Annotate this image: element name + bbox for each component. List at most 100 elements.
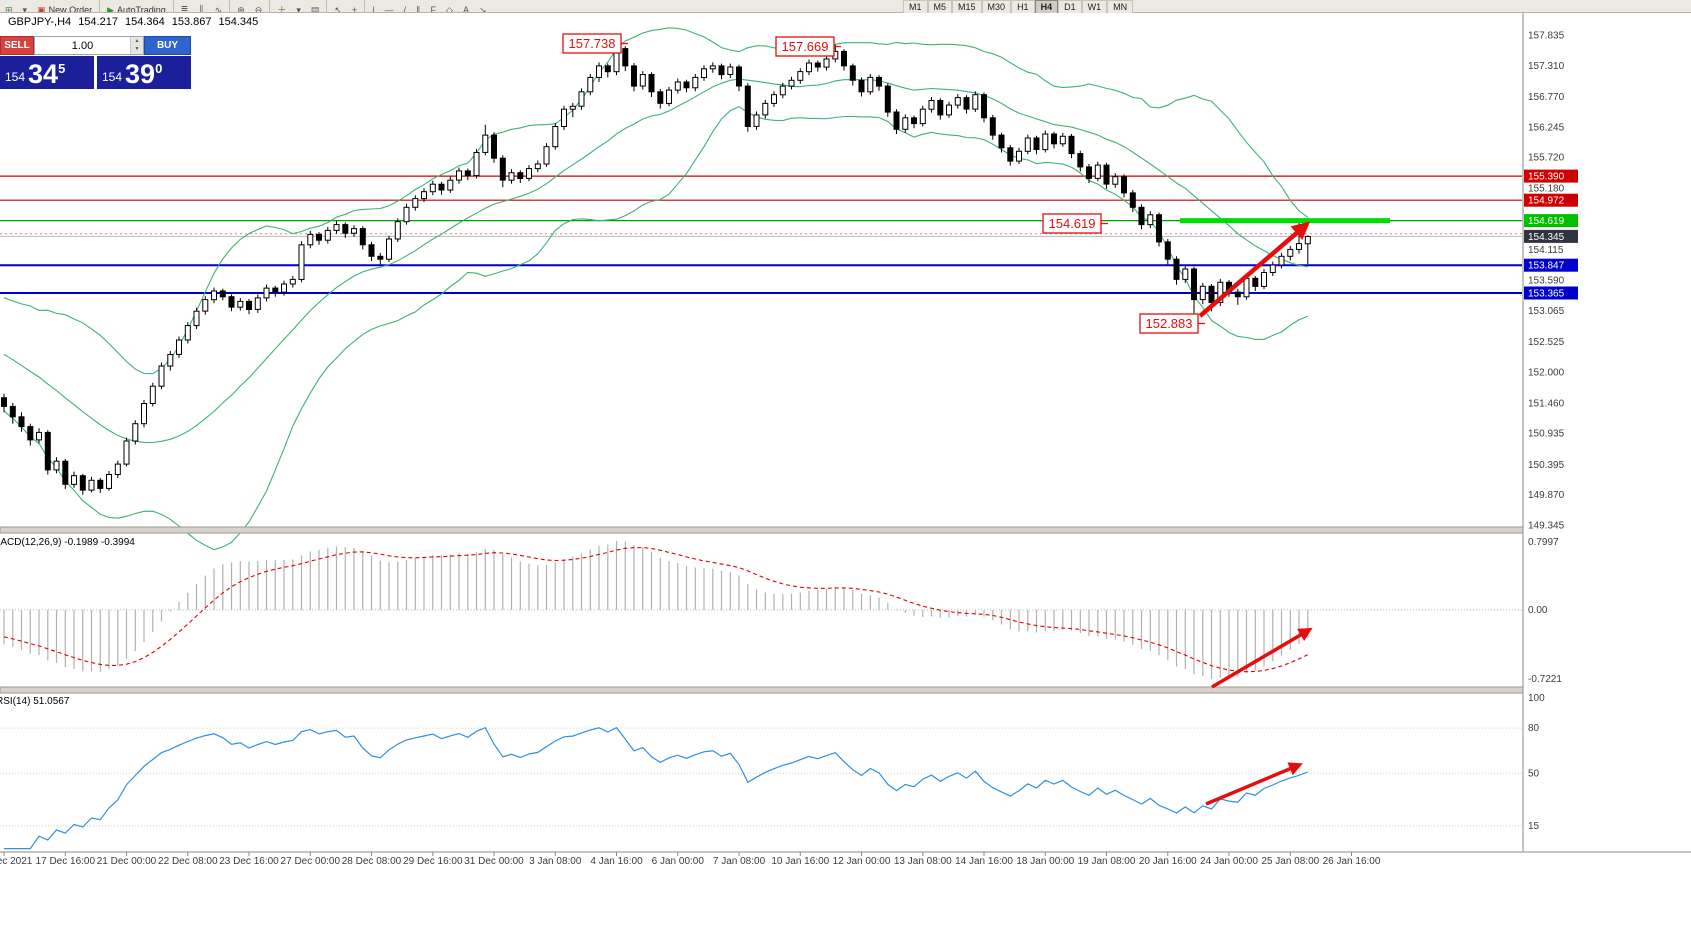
- toolbar-equidistant-channel-icon[interactable]: ∥: [411, 0, 426, 12]
- svg-text:157.310: 157.310: [1528, 61, 1565, 72]
- svg-text:152.883: 152.883: [1146, 316, 1193, 331]
- svg-text:157.669: 157.669: [782, 39, 829, 54]
- timeframe-mn-button[interactable]: MN: [1107, 0, 1134, 13]
- svg-text:6 Jan 00:00: 6 Jan 00:00: [652, 856, 705, 867]
- trend-arrow[interactable]: [1211, 627, 1313, 689]
- volume-up-button[interactable]: ▲: [131, 37, 143, 46]
- svg-text:4 Jan 16:00: 4 Jan 16:00: [590, 856, 643, 867]
- toolbar-new-chart-icon[interactable]: ⊞: [0, 0, 18, 12]
- trend-arrow[interactable]: [1198, 221, 1311, 318]
- buy-button[interactable]: BUY: [144, 36, 191, 55]
- volume-input[interactable]: [35, 37, 130, 54]
- timeframe-w1-button[interactable]: W1: [1081, 0, 1108, 13]
- sell-button[interactable]: SELL: [0, 36, 34, 55]
- timeframe-m5-button[interactable]: M5: [927, 0, 953, 13]
- buy-price-display[interactable]: 154 39 0: [97, 56, 191, 89]
- trend-arrow[interactable]: [1205, 762, 1303, 806]
- toolbar-zoom-out-icon[interactable]: ⊖: [250, 0, 268, 13]
- svg-text:20 Jan 16:00: 20 Jan 16:00: [1139, 856, 1197, 867]
- toolbar-arrows-tool-icon[interactable]: ↘: [474, 0, 492, 12]
- svg-text:21 Dec 00:00: 21 Dec 00:00: [97, 856, 157, 867]
- svg-text:152.000: 152.000: [1528, 367, 1565, 378]
- volume-down-button[interactable]: ▼: [131, 45, 143, 54]
- crosshair-icon: +: [351, 4, 358, 13]
- toolbar-crosshair-icon[interactable]: +: [347, 0, 362, 13]
- toolbar-autotrading-button[interactable]: ▶ AutoTrading: [102, 0, 171, 13]
- toolbar-periods-dropdown-icon[interactable]: ▾: [291, 0, 306, 12]
- timeframe-m30-button[interactable]: M30: [981, 0, 1012, 13]
- toolbar-zoom-in-icon[interactable]: ⊕: [232, 0, 250, 12]
- price-callout[interactable]: 157.669: [775, 36, 841, 57]
- toolbar-trendline-icon[interactable]: /: [399, 0, 412, 12]
- toolbar-separator: [326, 0, 328, 12]
- horizontal-level-lines[interactable]: [0, 175, 1522, 294]
- svg-text:155.390: 155.390: [1528, 172, 1565, 183]
- svg-text:19 Jan 08:00: 19 Jan 08:00: [1078, 856, 1136, 867]
- new-order-label: New Order: [48, 5, 93, 13]
- timeframe-m1-button[interactable]: M1: [903, 0, 928, 13]
- candlestick-chart-icon: ║: [198, 4, 205, 13]
- timeframe-h1-button[interactable]: H1: [1011, 0, 1035, 13]
- toolbar-bar-chart-icon[interactable]: ≣: [176, 0, 194, 12]
- panel-separator[interactable]: [0, 526, 1691, 534]
- price-axis[interactable]: 157.835 157.310 156.770 156.245 155.720 155.3…: [1522, 13, 1691, 852]
- timeframe-h4-button[interactable]: H4: [1034, 0, 1059, 13]
- volume-field: ▲ ▼: [34, 36, 144, 55]
- rsi-label: RSI(14) 51.0567: [0, 696, 70, 707]
- indicators-icon: ＋: [277, 4, 287, 13]
- toolbar-fibonacci-icon[interactable]: F: [426, 0, 442, 13]
- svg-text:22 Dec 08:00: 22 Dec 08:00: [158, 856, 218, 867]
- timeframe-d1-button[interactable]: D1: [1058, 0, 1082, 13]
- toolbar-horizontal-line-icon[interactable]: —: [380, 0, 399, 12]
- buy-price-figure: 154: [102, 70, 123, 84]
- svg-text:23 Dec 16:00: 23 Dec 16:00: [219, 856, 279, 867]
- svg-text:157.738: 157.738: [569, 36, 616, 51]
- svg-text:153.847: 153.847: [1528, 261, 1565, 272]
- toolbar-vertical-line-icon[interactable]: |: [367, 0, 379, 12]
- svg-text:15: 15: [1528, 821, 1540, 832]
- toolbar-chart-window-dropdown-icon[interactable]: ▾: [18, 0, 33, 12]
- autotrading-icon: ▶: [107, 4, 115, 13]
- svg-text:157.835: 157.835: [1528, 31, 1565, 42]
- toolbar-new-order-button[interactable]: ▣ New Order: [32, 0, 97, 13]
- toolbar-line-chart-icon[interactable]: ∿: [210, 0, 228, 12]
- buy-price-point: 0: [155, 61, 163, 76]
- svg-text:17 Dec 16:00: 17 Dec 16:00: [36, 856, 96, 867]
- new-order-icon: ▣: [37, 4, 46, 13]
- svg-text:-0.7221: -0.7221: [1528, 674, 1562, 685]
- timeframe-m15-button[interactable]: M15: [952, 0, 982, 13]
- toolbar-shapes-icon[interactable]: ◇: [441, 0, 458, 12]
- macd-signal-line: [3, 547, 1309, 673]
- toolbar-separator: [99, 0, 101, 12]
- svg-text:154.972: 154.972: [1528, 196, 1565, 207]
- sell-price-display[interactable]: 154 34 5: [0, 56, 94, 89]
- svg-text:80: 80: [1528, 723, 1540, 734]
- svg-text:149.345: 149.345: [1528, 521, 1565, 532]
- svg-text:16 Dec 2021: 16 Dec 2021: [0, 856, 33, 867]
- fibonacci-icon: F: [430, 4, 437, 13]
- svg-text:25 Jan 08:00: 25 Jan 08:00: [1261, 856, 1319, 867]
- svg-text:154.619: 154.619: [1049, 216, 1096, 231]
- toolbar-cursor-icon[interactable]: ↖: [329, 0, 347, 12]
- svg-text:24 Jan 00:00: 24 Jan 00:00: [1200, 856, 1258, 867]
- toolbar-templates-icon[interactable]: ▤: [306, 0, 325, 12]
- toolbar-separator: [364, 0, 366, 12]
- price-callout[interactable]: 154.619: [1042, 213, 1108, 234]
- symbol-label: GBPJPY-,H4: [8, 16, 72, 28]
- panel-separator[interactable]: [0, 686, 1691, 694]
- volume-spinner: ▲ ▼: [130, 37, 143, 54]
- macd-panel: MACD(12,26,9) -0.1989 -0.3994: [0, 537, 1522, 679]
- zoom-out-icon: ⊖: [254, 4, 263, 13]
- toolbar-candlestick-chart-icon[interactable]: ║: [193, 0, 209, 13]
- svg-text:27 Dec 00:00: 27 Dec 00:00: [281, 856, 341, 867]
- toolbar-text-label-icon[interactable]: A: [458, 0, 474, 12]
- toolbar-indicators-icon[interactable]: ＋: [272, 0, 291, 13]
- sell-price-point: 5: [58, 61, 66, 76]
- price-callout[interactable]: 157.738: [562, 33, 628, 54]
- price-callout[interactable]: 152.883: [1139, 313, 1205, 334]
- svg-text:151.460: 151.460: [1528, 398, 1565, 409]
- svg-text:152.525: 152.525: [1528, 337, 1565, 348]
- bollinger-bands: [3, 27, 1309, 551]
